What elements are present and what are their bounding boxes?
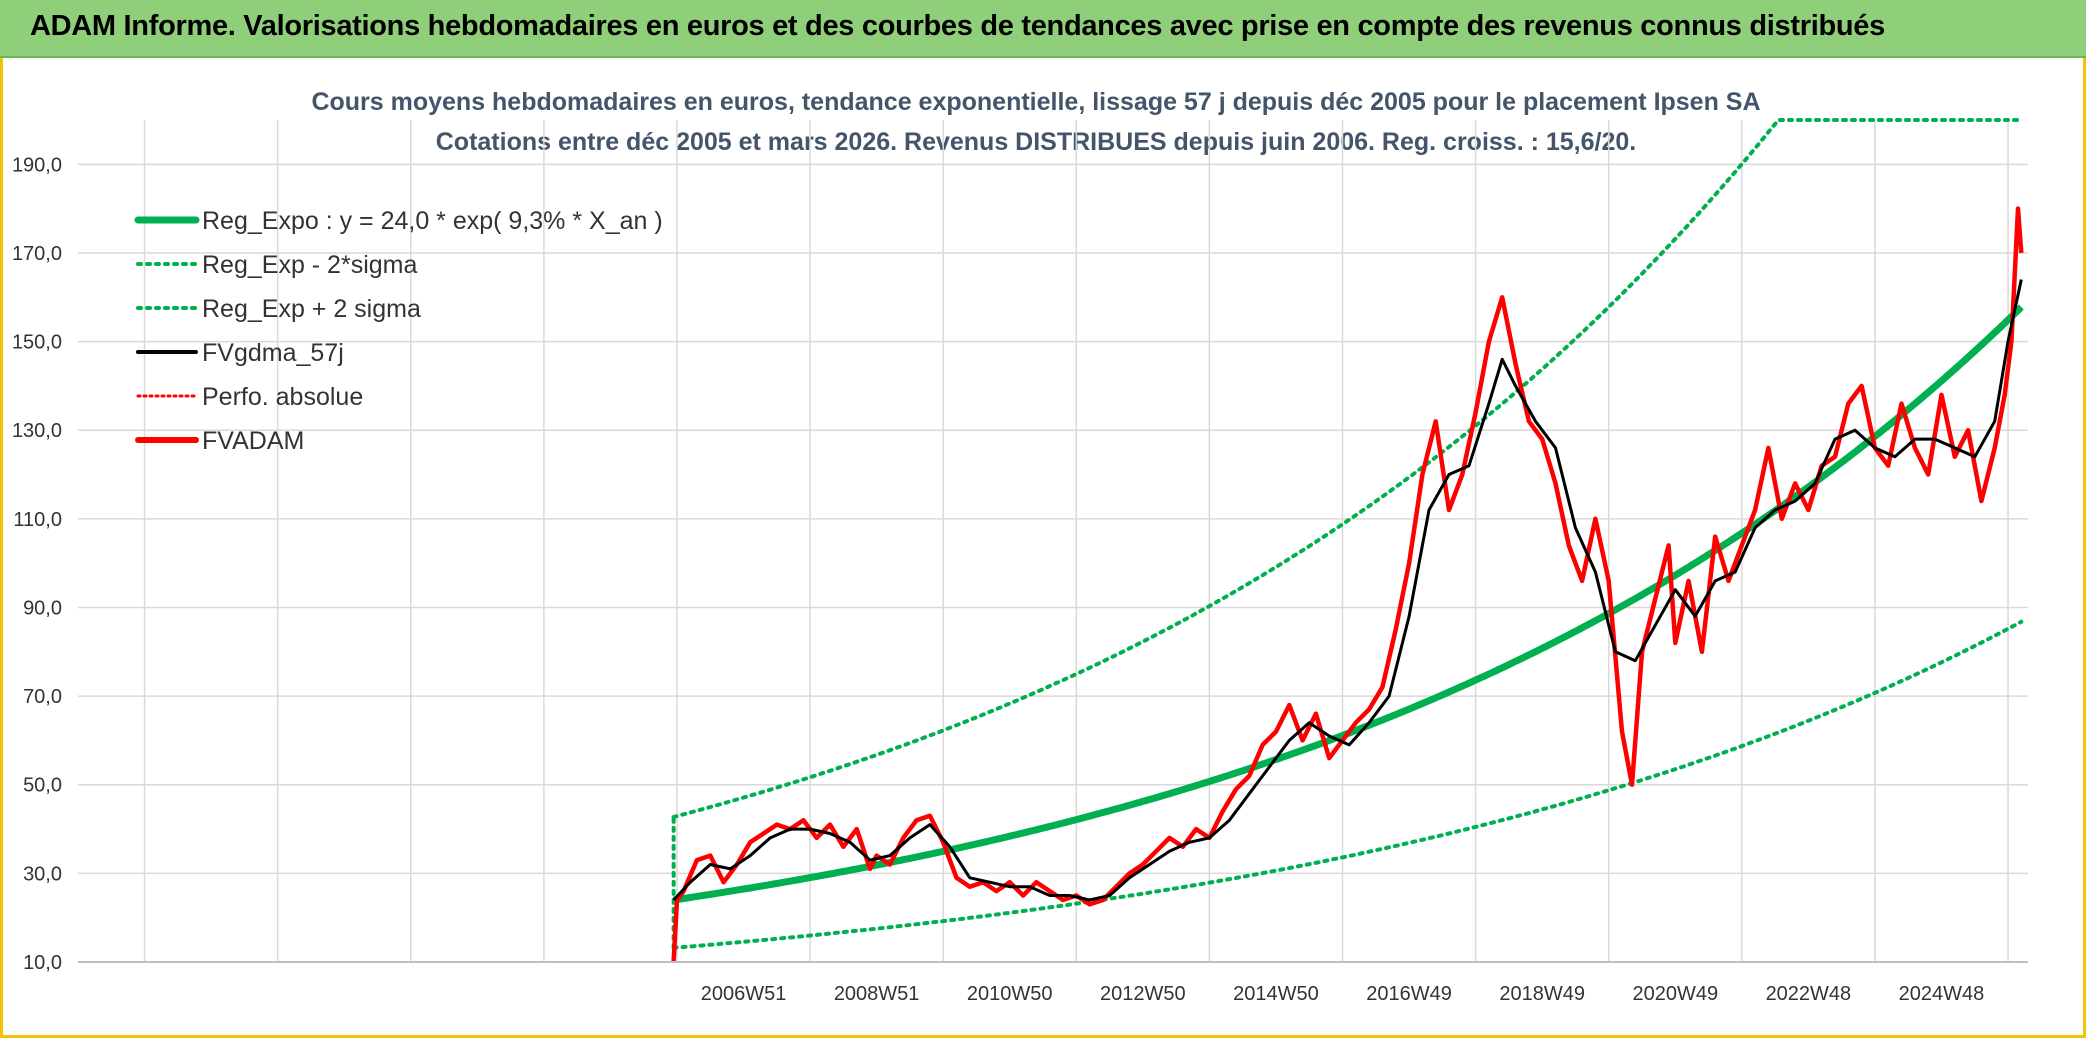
x-tick-label: 2018W49 [1499,983,1585,1005]
y-tick-label: 190,0 [12,154,62,176]
legend-label: FVADAM [202,427,304,455]
x-tick-label: 2008W51 [834,983,920,1005]
y-tick-label: 50,0 [23,775,62,797]
chart-title: Cours moyens hebdomadaires en euros, ten… [311,88,1760,116]
y-tick-label: 10,0 [23,952,62,974]
series-fvgdma-57j [672,279,2023,902]
series-fvadam [671,206,2024,963]
trend-layer [671,118,2024,950]
legend-label: Reg_Exp - 2*sigma [202,251,417,279]
y-tick-label: 150,0 [12,332,62,354]
x-tick-label: 2024W48 [1899,983,1985,1005]
y-tick-label: 130,0 [12,420,62,442]
x-tick-label: 2006W51 [701,983,787,1005]
chart-axes: 10,0 30,0 50,0 70,0 90,0 110,0 130,0 150,0 170,0… [12,154,2028,1005]
x-tick-label: 2020W49 [1632,983,1718,1005]
series-layer [671,206,2024,963]
x-tick-label: 2010W50 [967,983,1053,1005]
y-tick-label: 170,0 [12,243,62,265]
y-tick-label: 110,0 [13,509,62,531]
x-tick-label: 2016W49 [1366,983,1452,1005]
legend-label: Perfo. absolue [202,383,363,411]
report-title: ADAM Informe. Valorisations hebdomadaire… [30,10,1885,42]
y-tick-label: 70,0 [23,686,62,708]
x-tick-label: 2022W48 [1766,983,1852,1005]
y-tick-label: 90,0 [23,597,62,619]
lower-band-line [671,619,2024,950]
legend-label: FVgdma_57j [202,339,344,367]
x-tick-label: 2014W50 [1233,983,1319,1005]
chart-legend: Reg_Expo : y = 24,0 * exp( 9,3% * X_an )… [134,207,663,455]
x-tick-label: 2012W50 [1100,983,1186,1005]
chart-subtitle: Cotations entre déc 2005 et mars 2026. R… [436,128,1636,156]
y-tick-label: 30,0 [23,863,62,885]
legend-label: Reg_Expo : y = 24,0 * exp( 9,3% * X_an ) [202,207,663,235]
legend-label: Reg_Exp + 2 sigma [202,295,421,323]
regression-line [673,304,2024,904]
upper-band-line [671,118,2024,819]
report-banner: ADAM Informe. Valorisations hebdomadaire… [0,0,2086,58]
